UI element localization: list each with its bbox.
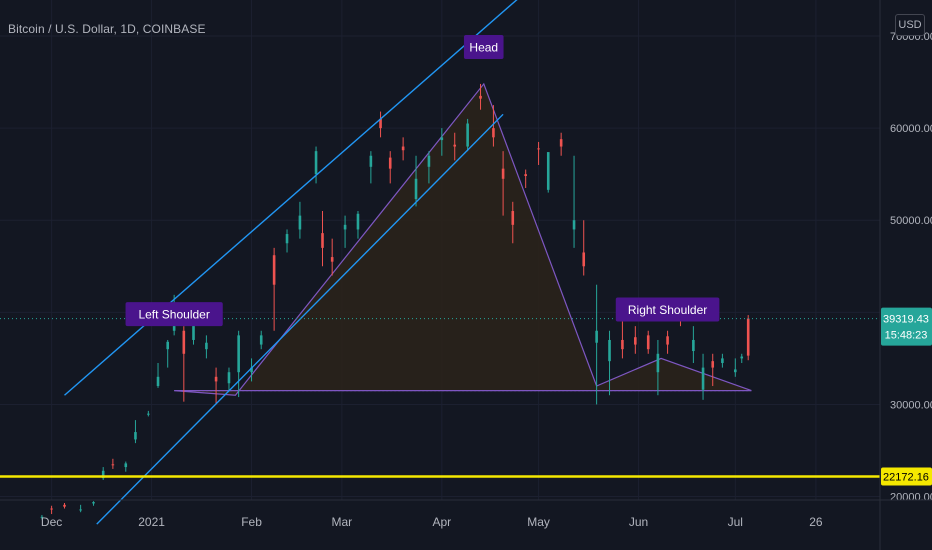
candle-body bbox=[192, 321, 195, 340]
candle-body bbox=[466, 123, 469, 147]
y-tick-label: 30000.00 bbox=[890, 399, 932, 411]
candle-body bbox=[343, 224, 347, 230]
candle-body bbox=[582, 252, 586, 267]
last-price-value: 39319.43 bbox=[883, 314, 929, 326]
candle-body bbox=[147, 413, 150, 415]
y-tick-label: 60000.00 bbox=[890, 123, 932, 135]
candle-body bbox=[237, 335, 240, 373]
annotation-text: Head bbox=[469, 41, 498, 55]
candle-body bbox=[321, 233, 324, 248]
last-price-tag bbox=[881, 307, 932, 346]
candle-body bbox=[227, 372, 231, 384]
candle-body bbox=[501, 168, 505, 179]
candle-body bbox=[166, 341, 169, 350]
left-shoulder-label: Left Shoulder bbox=[125, 302, 223, 327]
candle-body bbox=[746, 318, 750, 356]
candle-body bbox=[692, 339, 695, 352]
x-tick-label: Jun bbox=[629, 515, 648, 529]
bar-countdown: 15:48:23 bbox=[885, 330, 928, 342]
candle-body bbox=[711, 361, 715, 368]
x-tick-label: Jul bbox=[728, 515, 743, 529]
candle-body bbox=[272, 255, 276, 285]
candle-body bbox=[479, 95, 482, 99]
candle-body bbox=[101, 470, 105, 479]
x-tick-label: May bbox=[527, 515, 550, 529]
candle-body bbox=[511, 211, 515, 225]
candle-body bbox=[656, 353, 660, 373]
pattern-annotations: Left Shoulder Head Right Shoulder bbox=[125, 35, 720, 327]
x-tick-label: Apr bbox=[432, 515, 451, 529]
candle-body bbox=[63, 504, 66, 507]
x-tick-label: 2021 bbox=[138, 515, 165, 529]
annotation-text: Left Shoulder bbox=[138, 308, 209, 322]
candle-body bbox=[134, 432, 137, 440]
candle-body bbox=[92, 502, 95, 504]
candle-body bbox=[259, 335, 263, 345]
candle-body bbox=[285, 234, 289, 244]
candle-body bbox=[537, 148, 540, 150]
support-price-value: 22172.16 bbox=[883, 472, 929, 484]
candle-body bbox=[572, 220, 576, 230]
candle-body bbox=[634, 337, 637, 345]
candle-body bbox=[388, 157, 392, 169]
candle-body bbox=[701, 367, 705, 390]
candle-body bbox=[414, 178, 418, 200]
candle-body bbox=[666, 336, 669, 345]
candle-body bbox=[111, 464, 115, 466]
y-tick-label: 20000.00 bbox=[890, 492, 932, 504]
candle-body bbox=[608, 339, 611, 362]
candle-body bbox=[453, 144, 457, 147]
x-tick-label: Mar bbox=[332, 515, 353, 529]
annotation-box bbox=[615, 297, 720, 322]
candle-body bbox=[379, 118, 382, 129]
candle-body bbox=[740, 356, 744, 359]
candle-body bbox=[214, 376, 218, 382]
right-shoulder-label: Right Shoulder bbox=[615, 297, 720, 322]
candle-body bbox=[721, 358, 724, 363]
candle-body bbox=[427, 155, 431, 167]
candle-body bbox=[330, 257, 334, 262]
candle-body bbox=[79, 509, 82, 511]
candle-body bbox=[182, 330, 186, 354]
channel-lower-line bbox=[96, 113, 504, 525]
candle-body bbox=[250, 367, 253, 373]
candle-body bbox=[492, 128, 495, 138]
candle-body bbox=[40, 516, 44, 518]
annotation-box bbox=[125, 302, 223, 327]
candle-body bbox=[646, 335, 650, 350]
candle-body bbox=[559, 139, 563, 147]
candle-body bbox=[734, 369, 737, 373]
candle-body bbox=[314, 151, 318, 175]
x-tick-label: Feb bbox=[241, 515, 262, 529]
head-label: Head bbox=[463, 35, 504, 60]
support-price-tag bbox=[881, 467, 932, 486]
x-tick-label: Dec bbox=[41, 515, 62, 529]
candle-body bbox=[401, 146, 405, 151]
candle-body bbox=[205, 342, 208, 350]
candle-body bbox=[621, 339, 624, 350]
candle-body bbox=[546, 152, 550, 190]
candle-body bbox=[50, 508, 53, 510]
candle-body bbox=[524, 174, 527, 177]
annotation-box bbox=[463, 35, 504, 60]
candle-body bbox=[595, 330, 598, 343]
y-tick-label: 50000.00 bbox=[890, 215, 932, 227]
x-tick-label: 26 bbox=[809, 515, 823, 529]
annotation-text: Right Shoulder bbox=[628, 303, 707, 317]
grid-lines bbox=[0, 0, 880, 500]
candle-body bbox=[156, 376, 160, 387]
candle-body bbox=[369, 155, 373, 167]
candle-body bbox=[356, 213, 360, 230]
candle-body bbox=[124, 463, 128, 468]
currency-button[interactable]: USD bbox=[895, 14, 925, 36]
candle-body bbox=[298, 215, 302, 230]
symbol-title: Bitcoin / U.S. Dollar, 1D, COINBASE bbox=[8, 22, 206, 36]
candle-body bbox=[440, 137, 444, 141]
